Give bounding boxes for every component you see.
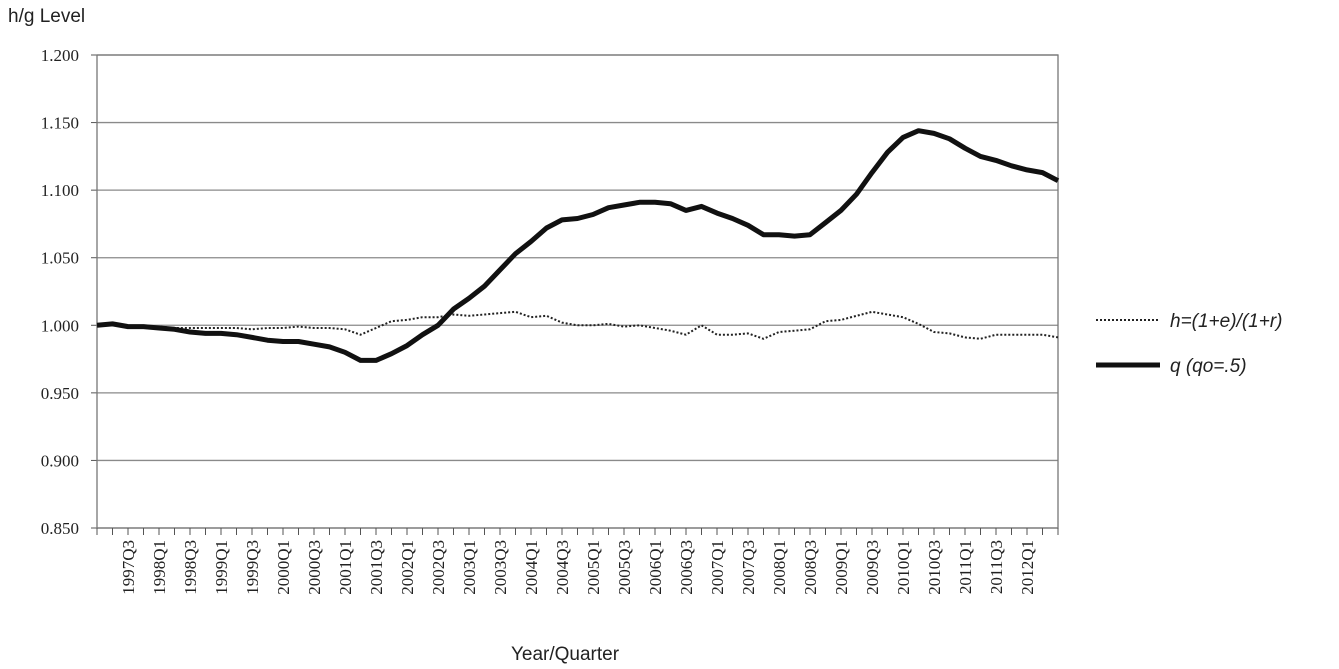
x-tick-label: 1997Q3 [119, 540, 138, 595]
x-tick-label: 2003Q3 [491, 540, 510, 595]
x-tick-label: 2008Q1 [770, 540, 789, 595]
x-tick-label: 2006Q3 [677, 540, 696, 595]
y-tick-label: 0.850 [41, 519, 79, 538]
x-tick-label: 1998Q1 [150, 540, 169, 595]
x-tick-label: 2001Q3 [367, 540, 386, 595]
y-tick-label: 1.150 [41, 114, 79, 133]
x-tick-label: 2001Q1 [336, 540, 355, 595]
x-tick-label: 2009Q1 [832, 540, 851, 595]
x-tick-label: 2007Q3 [739, 540, 758, 595]
legend-label: h=(1+e)/(1+r) [1170, 311, 1282, 332]
y-tick-label: 1.100 [41, 181, 79, 200]
x-tick-label: 2002Q1 [398, 540, 417, 595]
x-tick-label: 2008Q3 [801, 540, 820, 595]
x-tick-label: 1998Q3 [181, 540, 200, 595]
y-tick-label: 1.000 [41, 316, 79, 335]
x-tick-label: 1999Q3 [243, 540, 262, 595]
y-axis-title: h/g Level [8, 6, 85, 27]
x-tick-label: 1999Q1 [212, 540, 231, 595]
x-axis-title: Year/Quarter [511, 644, 620, 665]
x-tick-label: 2000Q3 [305, 540, 324, 595]
x-tick-label: 2007Q1 [708, 540, 727, 595]
y-tick-label: 1.050 [41, 249, 79, 268]
x-tick-label: 2000Q1 [274, 540, 293, 595]
y-tick-label: 0.900 [41, 451, 79, 470]
x-tick-label: 2011Q3 [987, 540, 1006, 594]
x-tick-label: 2011Q1 [956, 540, 975, 594]
x-tick-label: 2005Q1 [584, 540, 603, 595]
x-tick-label: 2010Q1 [894, 540, 913, 595]
plot-frame [96, 54, 1059, 529]
y-tick-label: 1.200 [41, 46, 79, 65]
x-tick-label: 2010Q3 [925, 540, 944, 595]
x-tick-label: 2012Q1 [1018, 540, 1037, 595]
x-tick-label: 2005Q3 [615, 540, 634, 595]
x-tick-label: 2002Q3 [429, 540, 448, 595]
line-series [97, 310, 1059, 340]
legend-label: q (qo=.5) [1170, 356, 1247, 377]
x-tick-label: 2006Q1 [646, 540, 665, 595]
x-tick-label: 2009Q3 [863, 540, 882, 595]
x-tick-label: 2004Q3 [553, 540, 572, 595]
line-series [96, 128, 1060, 363]
x-tick-label: 2003Q1 [460, 540, 479, 595]
y-tick-label: 0.950 [41, 384, 79, 403]
x-tick-label: 2004Q1 [522, 540, 541, 595]
